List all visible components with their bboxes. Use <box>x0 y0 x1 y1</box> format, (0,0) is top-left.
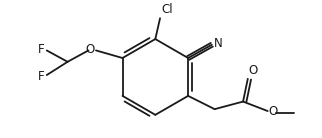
Text: O: O <box>269 105 278 118</box>
Text: Cl: Cl <box>161 3 173 16</box>
Text: O: O <box>249 64 258 77</box>
Text: O: O <box>86 43 95 56</box>
Text: F: F <box>38 43 45 56</box>
Text: N: N <box>214 37 223 50</box>
Text: F: F <box>38 70 45 83</box>
